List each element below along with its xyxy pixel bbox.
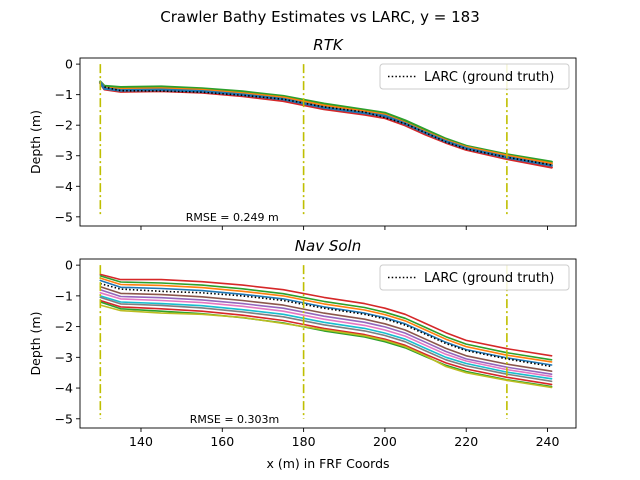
panel-1-series-6 <box>99 291 553 378</box>
panel-1-xlabel: x (m) in FRF Coords <box>266 456 389 471</box>
panel-1-ytick-label: −2 <box>55 319 73 334</box>
panel-1-xtick-label: 220 <box>454 434 478 449</box>
panel-1-series-3 <box>99 279 553 366</box>
panel-0-ytick-label: −1 <box>55 87 73 102</box>
panel-1-ytick-label: −4 <box>55 381 73 396</box>
panel-nav-soln: Nav Soln 140 160 180 200 220 240 0 −1 −2 −3 −4 −5 Dep… <box>28 237 577 471</box>
panel-1-data <box>99 265 553 419</box>
panel-1-rmse-annotation: RMSE = 0.303m <box>190 413 279 426</box>
panel-0-ytick-label: −3 <box>55 148 73 163</box>
panel-1-ground-truth-line <box>100 282 552 368</box>
panel-0-ytick-label: 0 <box>65 57 73 72</box>
panel-0-legend-label: LARC (ground truth) <box>424 70 554 85</box>
panel-0-legend: LARC (ground truth) <box>379 63 570 90</box>
panel-1-series-8 <box>99 296 553 383</box>
panel-1-xtick-label: 180 <box>292 434 316 449</box>
panel-0-title: RTK <box>313 36 344 54</box>
panel-1-legend: LARC (ground truth) <box>379 264 570 291</box>
panel-1-series-9 <box>99 299 553 386</box>
panel-1-title: Nav Soln <box>295 237 361 255</box>
panel-0-frame <box>79 57 577 227</box>
panel-1-xtick-label: 200 <box>373 434 397 449</box>
panel-0-data <box>99 64 553 217</box>
panel-1-ytick-label: −5 <box>55 411 73 426</box>
panel-1-series-2 <box>99 277 553 363</box>
panel-1-ytick-label: −3 <box>55 350 73 365</box>
panel-1-series-4 <box>99 285 553 373</box>
panel-0-ylabel: Depth (m) <box>28 110 43 174</box>
panel-0-ytick-label: −2 <box>55 118 73 133</box>
panel-1-series-7 <box>99 295 553 380</box>
panel-0-ground-truth-line <box>104 86 552 166</box>
panel-1-series-11 <box>99 304 553 389</box>
panel-1-series-5 <box>99 288 553 376</box>
panel-1-ytick-label: −1 <box>55 288 73 303</box>
panel-0-ytick-label: −5 <box>55 209 73 224</box>
panel-1-ytick-label: 0 <box>65 258 73 273</box>
panel-1-series-0 <box>99 273 553 357</box>
panel-1-series-10 <box>99 301 553 388</box>
panel-1-frame <box>79 258 577 429</box>
panel-rtk: RTK 0 −1 −2 −3 −4 −5 Depth (m) RMSE = 0.249 m LAR… <box>28 36 577 230</box>
panel-1-legend-label: LARC (ground truth) <box>424 271 554 286</box>
panel-0-series-0 <box>99 80 553 164</box>
panel-1-series-1 <box>99 275 553 361</box>
panel-0-ytick-label: −4 <box>55 179 73 194</box>
panel-1-xtick-label: 240 <box>536 434 560 449</box>
panel-0-legend-box <box>379 63 570 90</box>
panel-1-xtick-label: 160 <box>210 434 234 449</box>
panel-0-rmse-annotation: RMSE = 0.249 m <box>186 211 279 224</box>
panel-1-legend-box <box>379 264 570 291</box>
panel-1-xtick-label: 140 <box>129 434 153 449</box>
panel-1-ylabel: Depth (m) <box>28 312 43 376</box>
figure-title: Crawler Bathy Estimates vs LARC, y = 183 <box>160 8 480 26</box>
